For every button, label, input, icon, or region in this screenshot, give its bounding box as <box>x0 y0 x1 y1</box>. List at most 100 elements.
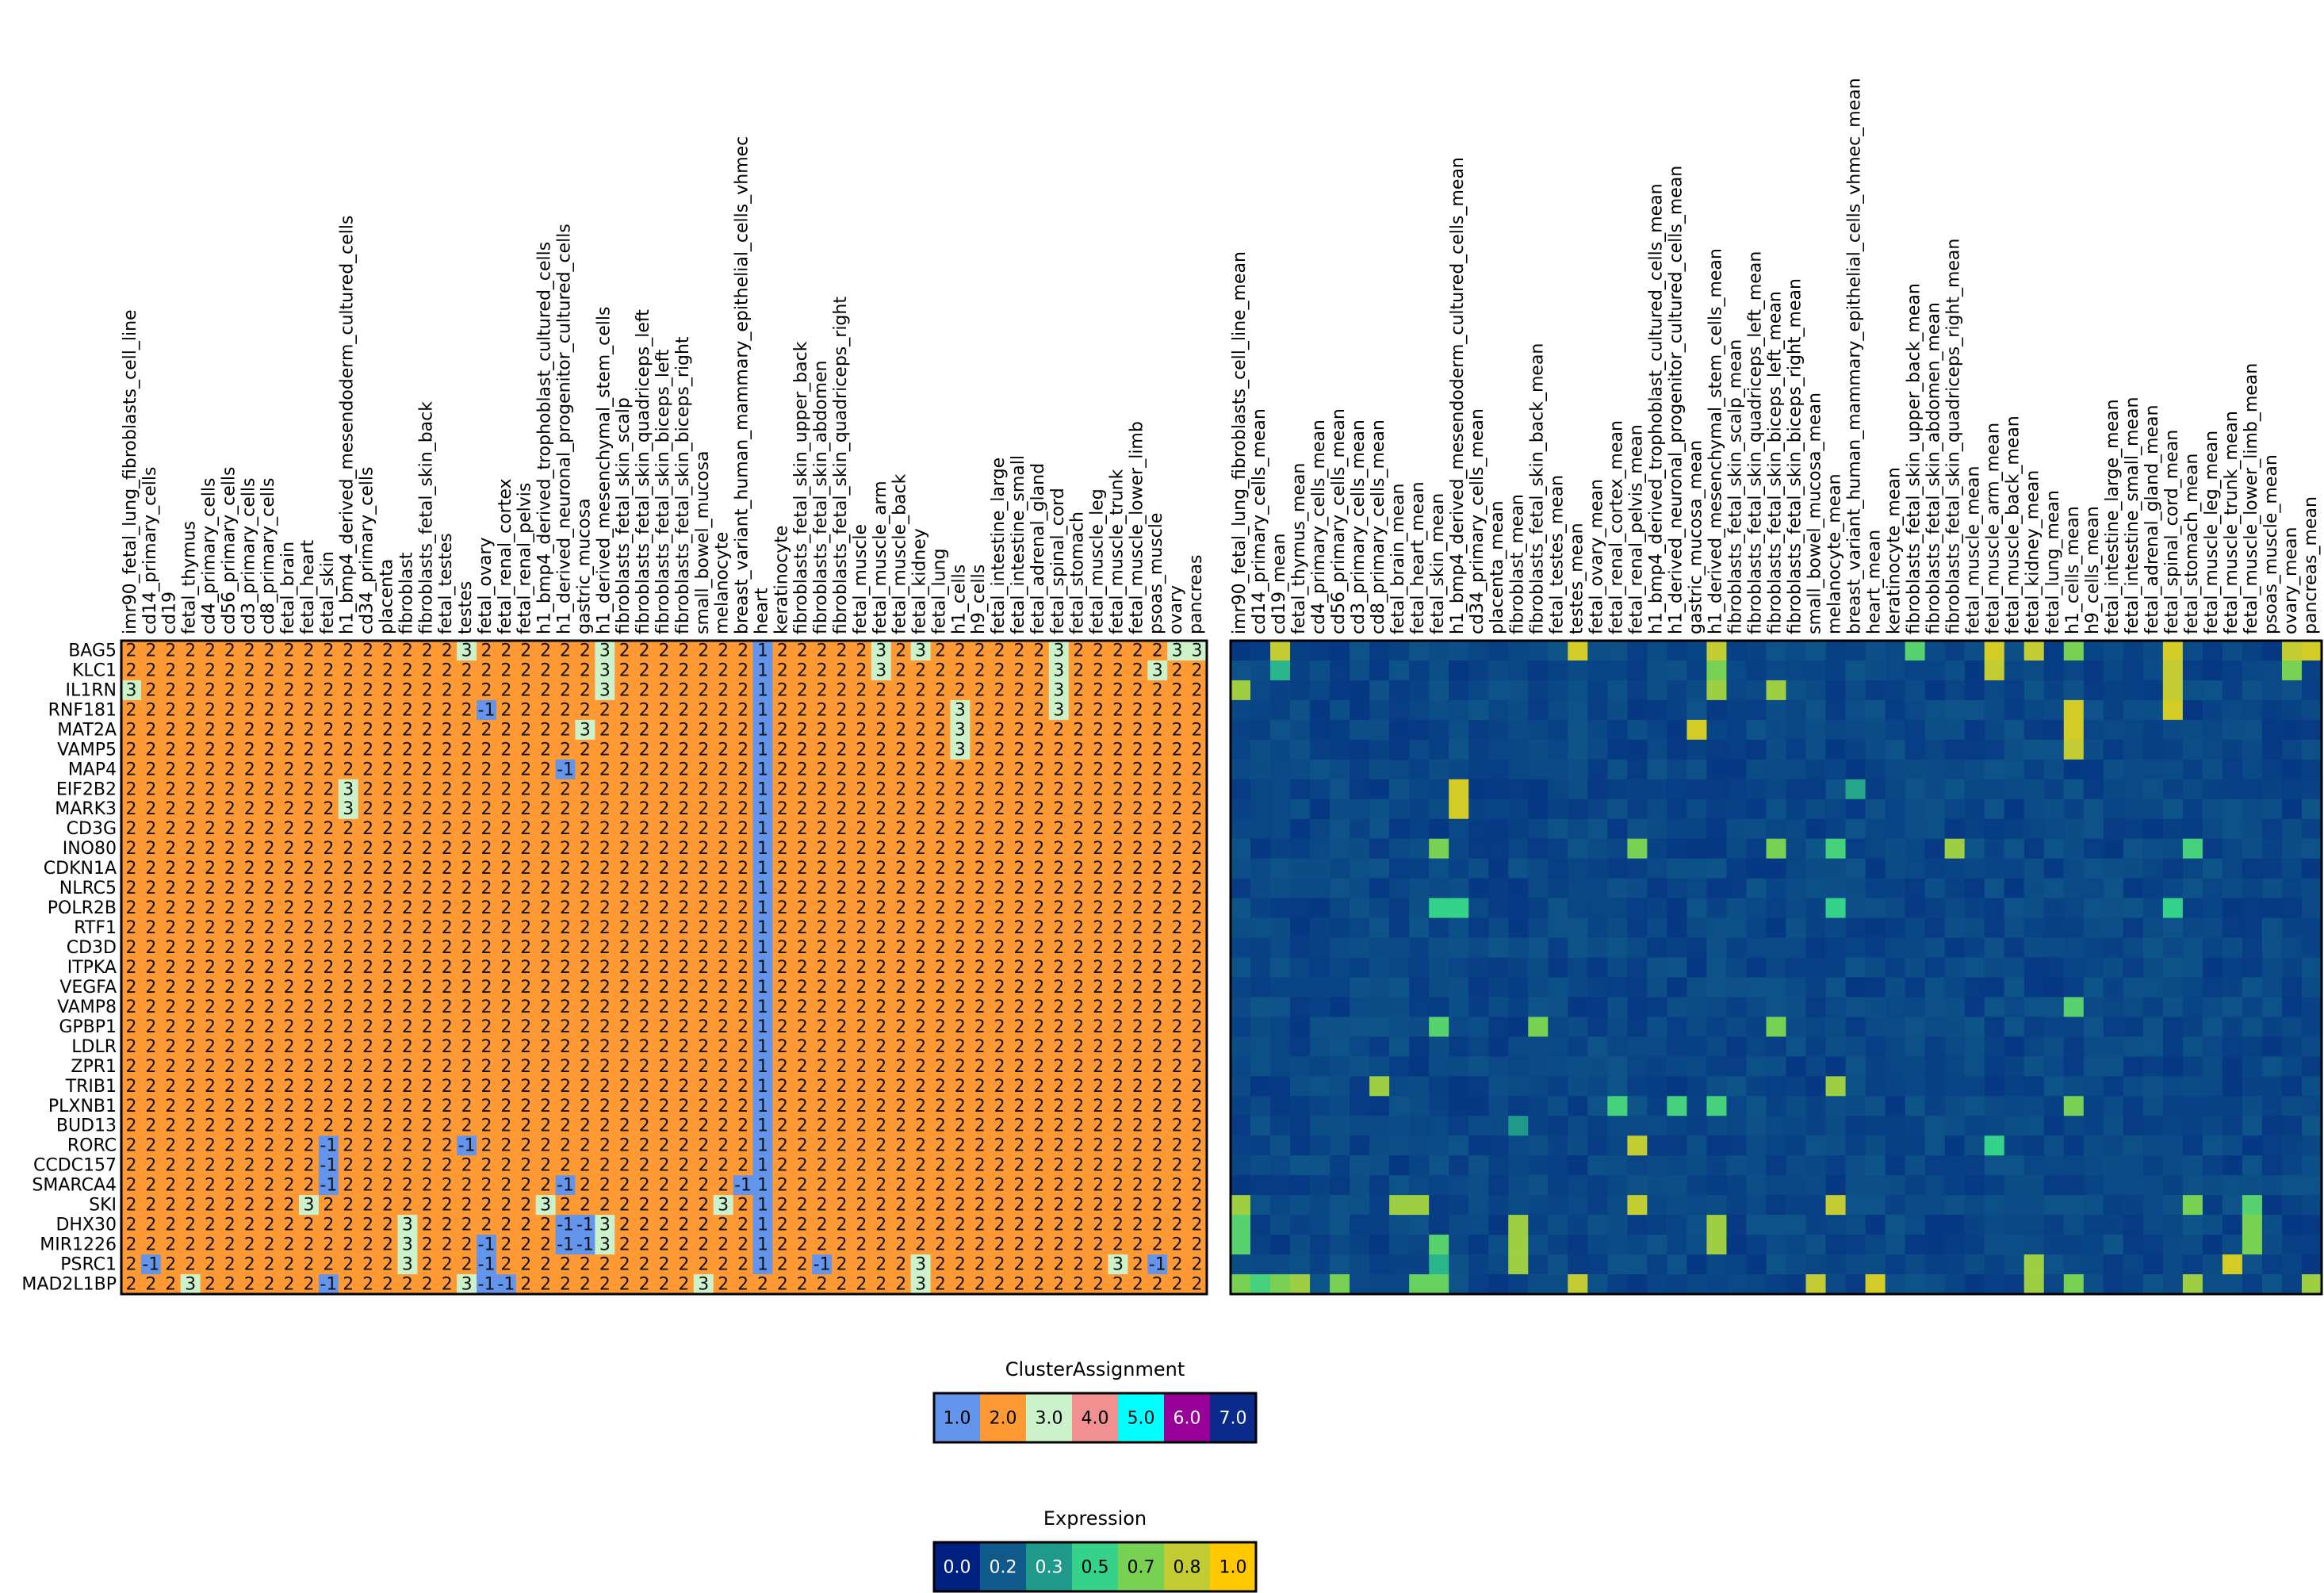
cluster-cell-label: 1 <box>757 661 768 680</box>
cluster-cell-label: 2 <box>1152 1037 1163 1057</box>
cluster-cell-label: 2 <box>580 641 591 661</box>
cluster-cell-label: 2 <box>915 898 926 918</box>
cluster-cell-label: 2 <box>639 1097 650 1116</box>
cluster-cell <box>812 699 833 721</box>
cluster-cell <box>930 641 951 661</box>
cluster-cell-label: 2 <box>540 859 551 879</box>
expression-cell <box>2142 818 2164 840</box>
cluster-cell-label: 2 <box>935 760 946 779</box>
cluster-cell <box>358 699 378 721</box>
expression-cell <box>1687 977 1707 998</box>
expression-cell <box>1647 641 1667 661</box>
cluster-cell <box>752 699 773 721</box>
cluster-cell-label: 3 <box>402 1216 413 1235</box>
cluster-cell-label: 2 <box>1132 1235 1143 1255</box>
cluster-cell-label: 2 <box>500 1097 511 1116</box>
cluster-cell <box>910 641 931 661</box>
expression-cell <box>1905 818 1926 840</box>
expression-cell <box>1310 878 1330 899</box>
cluster-cell-label: 2 <box>698 779 709 799</box>
cluster-cell-label: 2 <box>1014 760 1025 779</box>
cluster-cell-label: 2 <box>678 1136 689 1156</box>
expression-cell <box>2004 1017 2025 1037</box>
expression-cell <box>1409 818 1430 840</box>
cluster-cell-label: 2 <box>737 1275 749 1295</box>
cluster-cell-label: 2 <box>777 978 788 998</box>
cluster-cell-label: 2 <box>185 898 196 918</box>
cluster-cell <box>575 641 595 661</box>
cluster-cell-label: 1 <box>757 898 768 918</box>
expression-cell <box>1726 641 1747 661</box>
expression-cell <box>1548 878 1568 899</box>
cluster-cell <box>792 759 813 780</box>
expression-cell <box>1667 660 1687 681</box>
cluster-cell-label: 2 <box>224 819 235 839</box>
cluster-cell-label: 2 <box>639 1136 650 1156</box>
cluster-cell-label: 2 <box>125 819 136 839</box>
expression-cell <box>1369 838 1390 860</box>
expression-cell <box>1508 719 1529 741</box>
expression-cell <box>1468 798 1489 820</box>
cluster-cell-label: 2 <box>284 641 295 661</box>
expression-cell <box>1270 977 1291 998</box>
cluster-cell <box>358 719 378 741</box>
cluster-cell-label: 2 <box>659 1037 670 1057</box>
expression-cell <box>1924 917 1946 938</box>
cluster-cell-label: 2 <box>343 1255 354 1275</box>
expression-cell <box>2182 1017 2203 1037</box>
cluster-cell-label: 2 <box>1033 1196 1044 1216</box>
expression-cell <box>2123 719 2144 741</box>
cluster-cell-label: 2 <box>303 1176 314 1196</box>
cluster-cell-label: 2 <box>500 1176 511 1196</box>
cluster-cell-label: 2 <box>1014 938 1025 958</box>
expression-cell <box>1766 977 1786 998</box>
cluster-cell-label: 2 <box>955 1176 966 1196</box>
cluster-cell <box>180 699 201 721</box>
cluster-cell <box>812 739 833 760</box>
column-label: fibroblast <box>396 552 416 634</box>
cluster-cell-label: 2 <box>1112 680 1124 700</box>
cluster-cell-label: 2 <box>718 799 729 819</box>
cluster-cell-label: 2 <box>797 1017 808 1037</box>
cluster-cell <box>812 680 833 701</box>
cluster-cell-label: 2 <box>480 1097 492 1116</box>
expression-cell <box>2063 779 2085 800</box>
cluster-cell <box>1128 660 1148 681</box>
cluster-cell-label: 2 <box>284 918 295 938</box>
cluster-cell-label: 2 <box>442 819 453 839</box>
cluster-cell-label: 2 <box>856 839 867 859</box>
cluster-cell <box>535 779 556 800</box>
expression-cell <box>1488 917 1509 938</box>
expression-cell <box>2222 779 2243 800</box>
cluster-cell <box>259 759 280 780</box>
cluster-cell-label: 2 <box>442 1156 453 1176</box>
cluster-cell-label: 2 <box>480 938 492 958</box>
expression-cell <box>2063 858 2085 879</box>
cluster-cell-label: 2 <box>737 740 749 760</box>
cluster-cell-label: 2 <box>1172 918 1183 938</box>
cluster-cell-label: 2 <box>185 1017 196 1037</box>
cluster-cell-label: 2 <box>205 998 216 1017</box>
expression-cell <box>1865 997 1886 1017</box>
cluster-cell-label: 2 <box>185 1136 196 1156</box>
cluster-cell-label: 2 <box>185 1216 196 1235</box>
expression-cell <box>1528 858 1549 879</box>
cluster-cell <box>299 680 320 701</box>
cluster-cell-label: 2 <box>1014 661 1025 680</box>
cluster-cell-label: 2 <box>955 1275 966 1295</box>
cluster-cell-label: 2 <box>1172 1097 1183 1116</box>
cluster-cell-label: 2 <box>185 978 196 998</box>
cluster-cell-label: 2 <box>599 799 611 819</box>
cluster-cell-label: 2 <box>165 938 176 958</box>
expression-cell <box>1964 759 1985 780</box>
cluster-cell-label: 2 <box>619 1116 630 1136</box>
expression-cell <box>1290 917 1311 938</box>
cluster-cell <box>259 739 280 760</box>
cluster-cell-label: 2 <box>974 740 986 760</box>
cluster-cell <box>1048 641 1070 661</box>
expression-cell <box>1706 719 1727 741</box>
expression-cell <box>1468 937 1489 958</box>
expression-cell <box>1429 759 1449 780</box>
cluster-cell <box>515 641 537 661</box>
cluster-cell-label: 2 <box>520 1097 531 1116</box>
